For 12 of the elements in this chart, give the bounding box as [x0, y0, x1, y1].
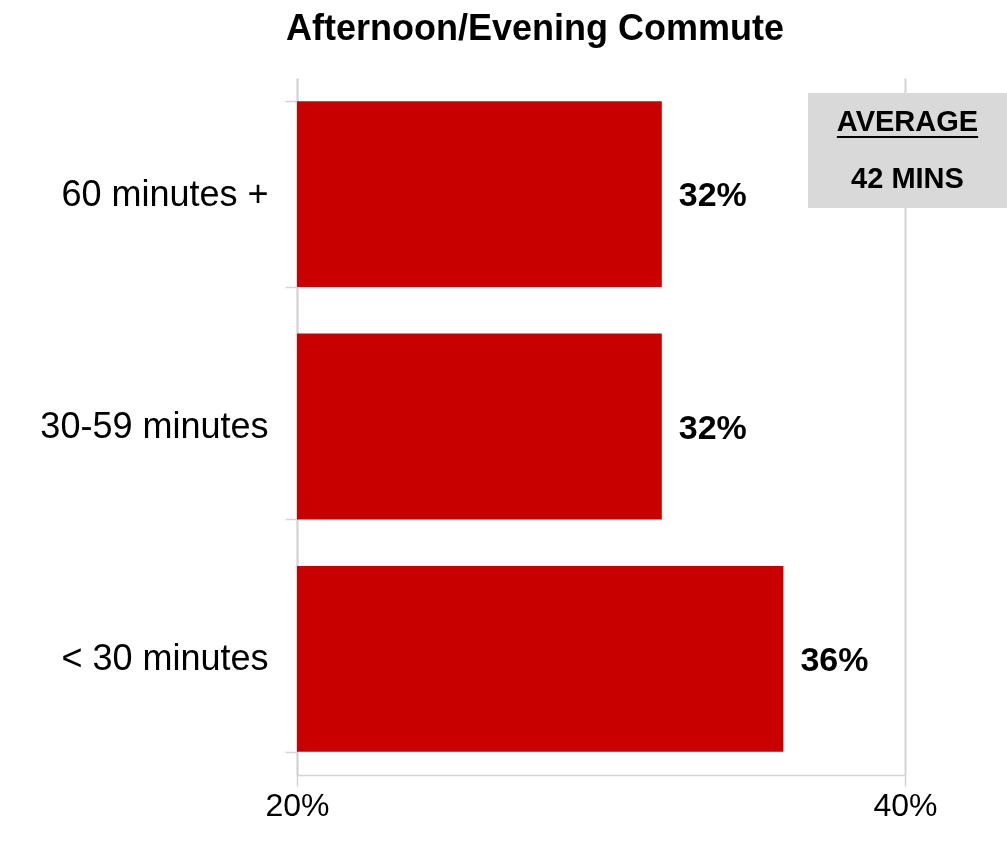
y-tick-label: 60 minutes + [61, 172, 269, 214]
note-box: AVERAGE 42 MINS [808, 93, 1007, 208]
data-label: 32% [678, 175, 747, 214]
y-tick-label: < 30 minutes [61, 637, 269, 679]
chart-title: Afternoon/Evening Commute [285, 7, 785, 48]
x-tick-label: 20% [265, 786, 330, 823]
x-tick-label: 40% [873, 786, 938, 823]
annotation: AVERAGE [836, 105, 979, 137]
y-tick-label: 30-59 minutes [40, 405, 269, 446]
data-label: 36% [800, 639, 869, 678]
annotation: 42 MINS [851, 162, 964, 194]
data-label: 32% [678, 407, 747, 446]
